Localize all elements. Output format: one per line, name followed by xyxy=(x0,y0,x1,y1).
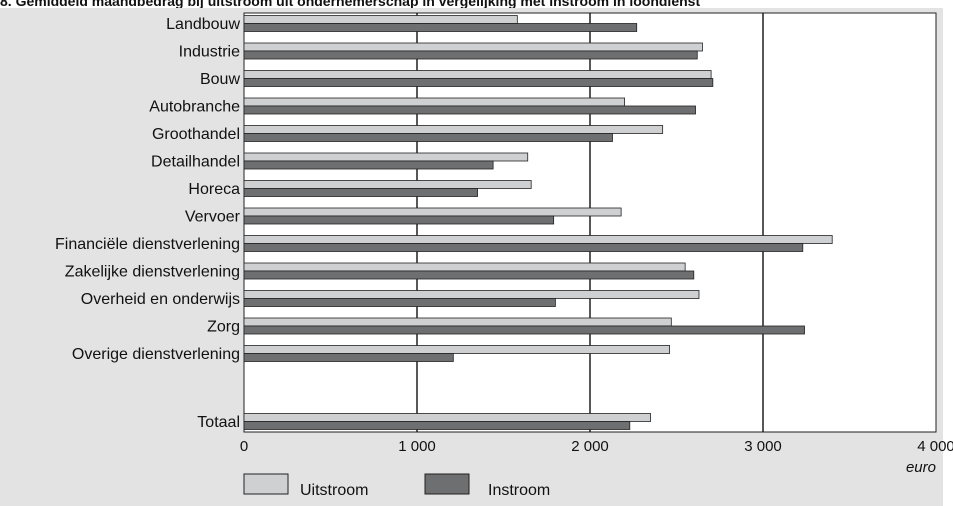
x-tick-label: 1 000 xyxy=(398,438,436,455)
category-label-groothandel: Groothandel xyxy=(152,126,240,143)
category-label-zorg: Zorg xyxy=(207,319,240,336)
bar-instroom-overige-dienstverlening xyxy=(243,353,454,362)
legend-label-uitstroom: Uitstroom xyxy=(300,482,368,499)
bar-uitstroom-landbouw xyxy=(243,15,518,24)
bar-instroom-vervoer xyxy=(243,215,555,225)
bar-instroom-detailhandel xyxy=(243,160,494,170)
bar-instroom-landbouw xyxy=(243,23,638,32)
x-tick-label: 3 000 xyxy=(744,438,782,455)
bar-uitstroom-totaal xyxy=(243,413,651,422)
bar-uitstroom-zorg xyxy=(243,317,672,327)
category-label-overheid-en-onderwijs: Overheid en onderwijs xyxy=(81,291,240,308)
bar-instroom-totaal xyxy=(243,421,631,430)
bar-uitstroom-industrie xyxy=(243,42,703,52)
bar-uitstroom-overheid-en-onderwijs xyxy=(243,290,700,299)
bar-instroom-horeca xyxy=(243,188,478,197)
bar-instroom-bouw xyxy=(243,78,714,87)
bar-uitstroom-detailhandel xyxy=(243,152,529,162)
category-label-bouw: Bouw xyxy=(200,71,240,88)
category-label-landbouw: Landbouw xyxy=(166,16,240,33)
bar-instroom-zorg xyxy=(243,325,805,335)
category-label-financiele-dienstverlening: Financiële dienstverlening xyxy=(55,236,240,253)
bar-uitstroom-financiele-dienstverlening xyxy=(243,235,833,244)
bar-instroom-zakelijke-dienstverlening xyxy=(243,270,695,280)
bar-instroom-industrie xyxy=(243,50,698,60)
bar-uitstroom-autobranche xyxy=(243,97,626,107)
legend-swatch-instroom xyxy=(424,473,470,495)
x-tick-label: 2 000 xyxy=(571,438,609,455)
bar-uitstroom-bouw xyxy=(243,70,712,79)
x-tick-label: 4 000 xyxy=(917,438,953,455)
category-label-totaal: Totaal xyxy=(197,414,240,431)
bar-uitstroom-groothandel xyxy=(243,125,664,134)
category-label-vervoer: Vervoer xyxy=(185,209,241,226)
bar-uitstroom-zakelijke-dienstverlening xyxy=(243,262,686,272)
category-label-horeca: Horeca xyxy=(188,181,240,198)
bar-instroom-groothandel xyxy=(243,133,613,142)
x-tick-label: 0 xyxy=(240,438,248,455)
bar-instroom-financiele-dienstverlening xyxy=(243,243,804,252)
legend-swatch-uitstroom xyxy=(243,473,289,495)
bar-uitstroom-vervoer xyxy=(243,207,622,217)
bar-uitstroom-horeca xyxy=(243,180,532,189)
category-label-industrie: Industrie xyxy=(179,44,240,61)
x-unit-label: euro xyxy=(906,459,936,476)
bar-uitstroom-overige-dienstverlening xyxy=(243,345,670,354)
category-label-zakelijke-dienstverlening: Zakelijke dienstverlening xyxy=(65,264,240,281)
bar-instroom-autobranche xyxy=(243,105,696,115)
chart-title: 8. Gemiddeld maandbedrag bij uitstroom u… xyxy=(0,0,701,8)
legend-label-instroom: Instroom xyxy=(488,482,550,499)
category-label-autobranche: Autobranche xyxy=(149,99,240,116)
category-label-overige-dienstverlening: Overige dienstverlening xyxy=(72,346,240,363)
category-label-detailhandel: Detailhandel xyxy=(151,154,240,171)
bar-instroom-overheid-en-onderwijs xyxy=(243,298,556,307)
